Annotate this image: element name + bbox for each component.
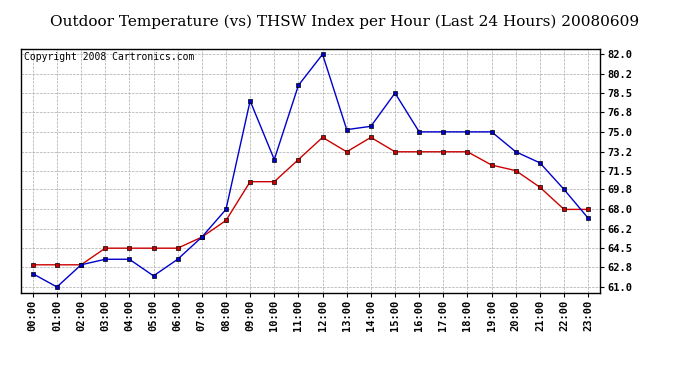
Text: Outdoor Temperature (vs) THSW Index per Hour (Last 24 Hours) 20080609: Outdoor Temperature (vs) THSW Index per …: [50, 15, 640, 29]
Text: Copyright 2008 Cartronics.com: Copyright 2008 Cartronics.com: [23, 53, 194, 62]
